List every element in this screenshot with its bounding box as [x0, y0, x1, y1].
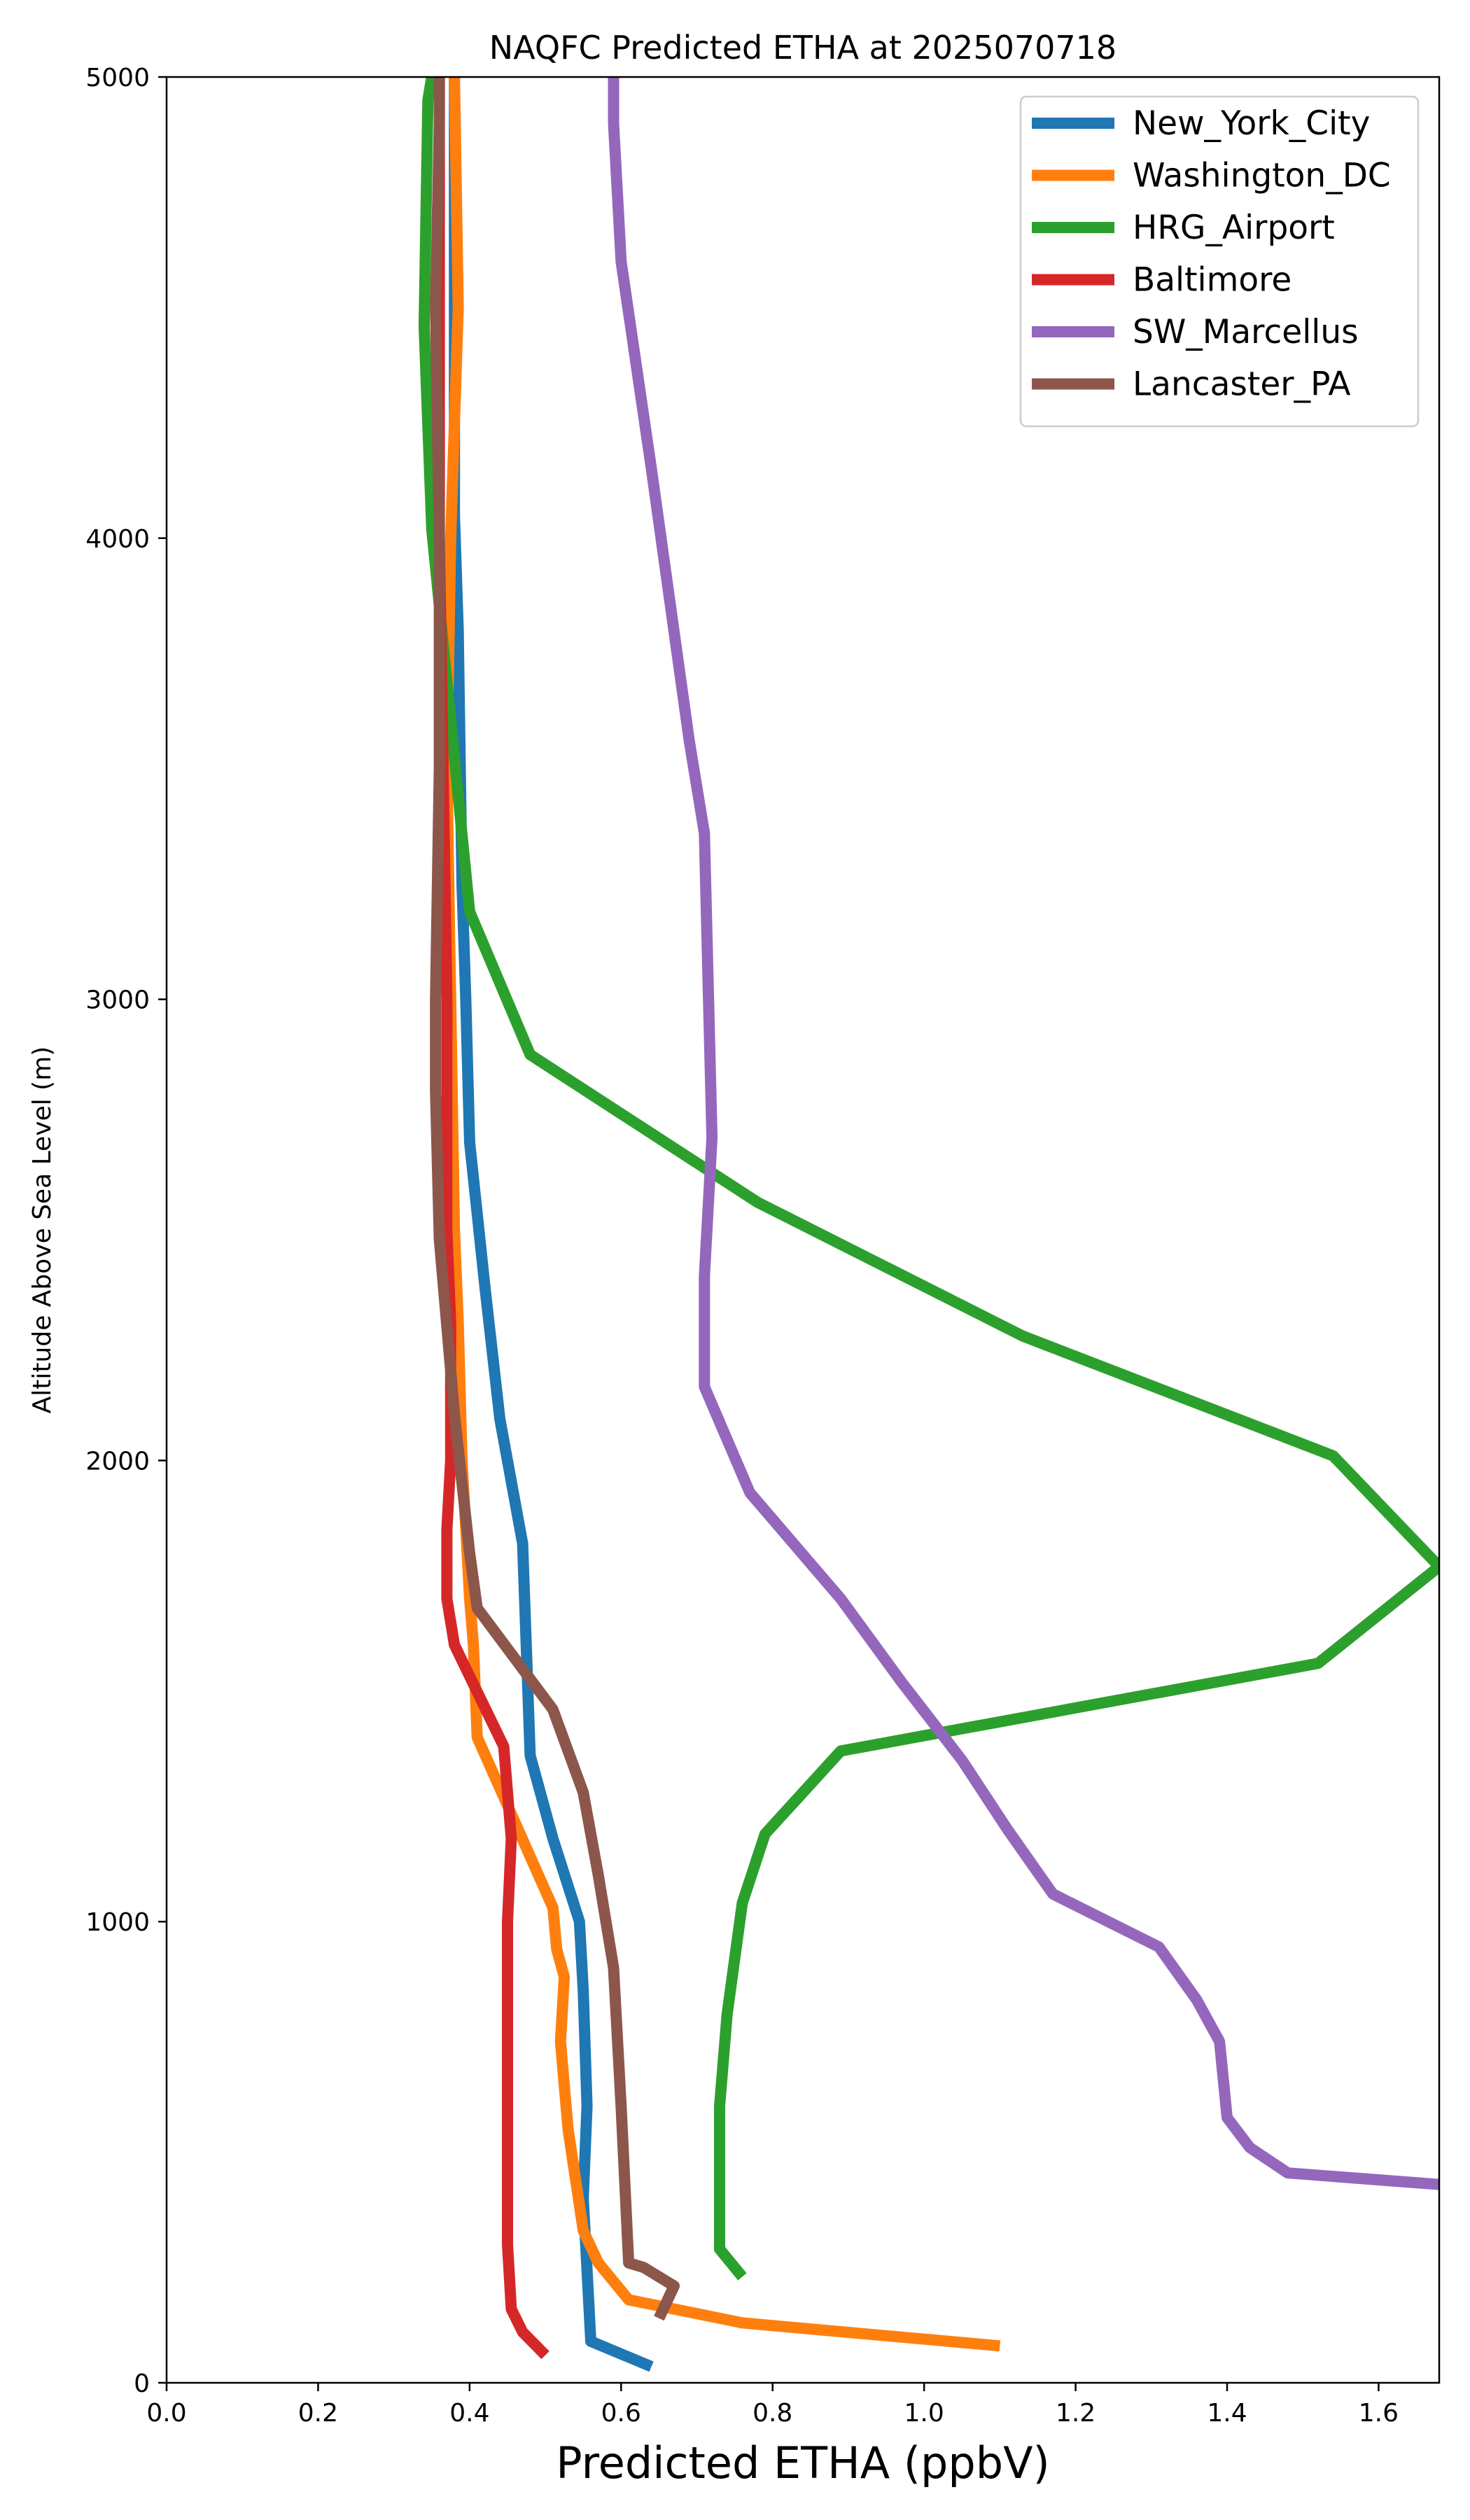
y-tick-label: 3000: [85, 986, 150, 1015]
y-tick-label: 4000: [85, 525, 150, 554]
legend-label-hrg-airport: HRG_Airport: [1133, 209, 1335, 247]
x-tick-label: 0.0: [146, 2399, 186, 2428]
legend-label-new-york-city: New_York_City: [1133, 104, 1370, 143]
legend: New_York_City Washington_DC HRG_Airport Bal…: [1019, 95, 1420, 428]
legend-label-baltimore: Baltimore: [1133, 261, 1292, 300]
x-tick-label: 1.0: [904, 2399, 944, 2428]
x-tick-label: 0.8: [752, 2399, 792, 2428]
axes-frame: [165, 76, 1441, 2384]
x-axis-ticks: 0.0 0.2 0.4 0.6 0.8 1.0 1.2 1.4 1.6: [146, 2383, 1399, 2428]
y-tick-label: 0: [134, 2370, 150, 2398]
y-tick-label: 2000: [85, 1447, 150, 1476]
legend-label-washington-dc: Washington_DC: [1133, 157, 1391, 195]
series-line-lancaster-pa: [430, 77, 680, 2321]
x-axis-label: Predicted ETHA (ppbV): [556, 2437, 1049, 2488]
y-tick-label: 5000: [85, 64, 150, 92]
y-tick-label: 1000: [85, 1908, 150, 1937]
x-tick-label: 1.2: [1056, 2399, 1096, 2428]
y-axis-label: Altitude Above Sea Level (m): [28, 1046, 57, 1414]
x-tick-label: 1.6: [1359, 2399, 1399, 2428]
series-lines: [418, 77, 1439, 2372]
series-line-hrg-airport: [418, 77, 1439, 2281]
chart-title: NAQFC Predicted ETHA at 2025070718: [489, 29, 1116, 66]
legend-box: [1019, 95, 1420, 428]
x-tick-label: 0.6: [601, 2399, 641, 2428]
x-tick-label: 0.4: [449, 2399, 489, 2428]
x-tick-label: 1.4: [1207, 2399, 1247, 2428]
legend-label-lancaster-pa: Lancaster_PA: [1133, 365, 1351, 404]
legend-label-sw-marcellus: SW_Marcellus: [1133, 313, 1359, 351]
series-line-sw-marcellus: [608, 77, 1439, 2190]
y-axis-ticks: 0 1000 2000 3000 4000 5000: [85, 64, 167, 2398]
x-tick-label: 0.2: [298, 2399, 338, 2428]
